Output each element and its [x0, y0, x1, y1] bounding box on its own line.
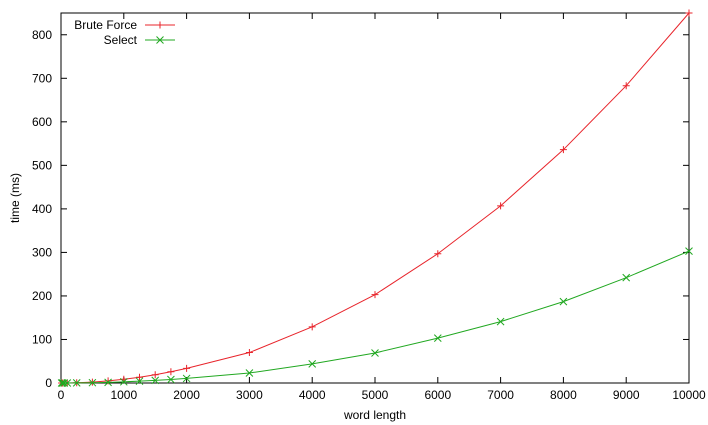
legend-label: Select	[104, 33, 138, 47]
x-tick-label: 5000	[362, 388, 389, 402]
y-tick-label: 400	[32, 202, 52, 216]
data-point	[167, 368, 175, 376]
data-point	[496, 317, 505, 326]
data-point	[559, 146, 567, 154]
x-axis-title: word length	[343, 408, 406, 422]
x-tick-label: 6000	[424, 388, 451, 402]
x-tick-label: 7000	[487, 388, 514, 402]
data-point	[371, 291, 379, 299]
series-line	[61, 250, 690, 384]
data-point	[151, 376, 160, 385]
series-layer	[57, 9, 693, 387]
data-point	[245, 369, 254, 377]
data-point	[685, 9, 693, 17]
y-axis-title: time (ms)	[8, 173, 22, 223]
y-tick-label: 300	[32, 245, 52, 259]
x-tick-label: 3000	[236, 388, 263, 402]
data-point	[72, 379, 81, 387]
plot-frame	[60, 12, 690, 384]
data-point	[135, 377, 144, 386]
data-point	[433, 334, 442, 343]
data-point	[622, 82, 630, 90]
data-point	[104, 377, 112, 385]
data-point	[182, 374, 191, 383]
legend-marker	[156, 21, 164, 29]
data-point	[183, 364, 191, 372]
x-tick-label: 4000	[299, 388, 326, 402]
y-tick-label: 100	[32, 332, 52, 346]
data-point	[119, 377, 128, 386]
data-point	[308, 359, 317, 368]
data-point	[497, 202, 505, 210]
data-point	[60, 379, 68, 387]
series-1	[57, 247, 693, 387]
data-point	[151, 371, 159, 379]
data-point	[434, 250, 442, 258]
data-point	[559, 297, 568, 306]
data-point	[371, 349, 379, 357]
x-tick-label: 2000	[173, 388, 200, 402]
y-tick-label: 200	[32, 289, 52, 303]
legend-label: Brute Force	[74, 18, 137, 32]
data-point	[308, 323, 316, 331]
x-tick-label: 1000	[110, 388, 137, 402]
data-point	[104, 378, 112, 387]
data-point	[167, 375, 175, 384]
legend-marker	[156, 36, 164, 44]
y-tick-label: 700	[32, 71, 52, 85]
data-point	[622, 273, 631, 282]
y-tick-label: 500	[32, 158, 52, 172]
series-0	[58, 9, 693, 387]
data-point	[685, 247, 693, 255]
data-point	[57, 379, 66, 387]
data-point	[245, 349, 253, 357]
x-tick-label: 9000	[613, 388, 640, 402]
y-tick-label: 800	[32, 28, 52, 42]
y-tick-label: 0	[45, 376, 52, 390]
tick-layer: 0 1000 2000 3000 4000 5000 6000 7000 8000 9000 100…	[32, 13, 706, 402]
x-tick-label: 10000	[672, 388, 706, 402]
data-point	[88, 378, 97, 387]
data-point	[63, 379, 72, 387]
series-line	[61, 12, 690, 384]
x-tick-label: 0	[58, 388, 65, 402]
y-tick-label: 600	[32, 115, 52, 129]
x-tick-label: 8000	[550, 388, 577, 402]
data-point	[136, 373, 143, 381]
